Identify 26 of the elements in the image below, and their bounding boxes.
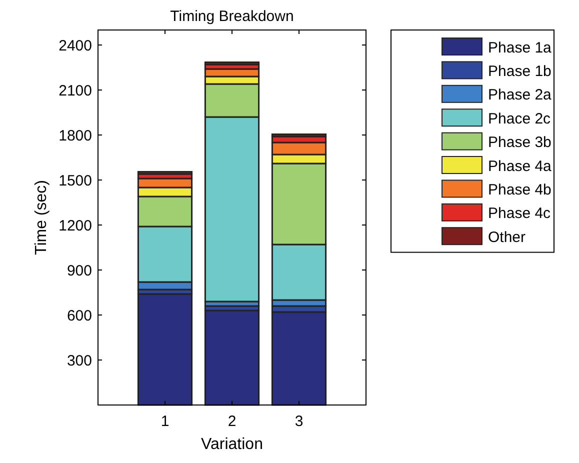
y-tick-label: 1800 [58, 127, 92, 144]
x-axis-title: Variation [201, 436, 263, 453]
y-tick-label: 2100 [58, 82, 92, 100]
y-tick-label: 1200 [58, 217, 92, 234]
y-tick-label: 1500 [58, 172, 92, 190]
legend-label: Phace 2c [488, 110, 552, 128]
y-tick-label: 2400 [58, 37, 92, 54]
chart-title: Timing Breakdown [170, 8, 294, 25]
y-axis-title: Time (sec) [33, 180, 50, 255]
legend-label: Phase 3b [488, 134, 552, 152]
legend-label: Phase 4c [488, 205, 552, 222]
legend-label: Phase 2a [488, 86, 552, 104]
legend-label: Phase 1a [488, 39, 552, 56]
legend-label: Phase 1b [488, 62, 552, 80]
x-tick-label: 3 [294, 413, 304, 430]
legend-label: Other [488, 228, 526, 246]
y-tick-label: 300 [66, 352, 92, 370]
bar [204, 310, 260, 406]
y-tick-label: 900 [66, 262, 92, 280]
x-tick-label: 1 [160, 413, 170, 430]
legend-label: Phase 4b [488, 181, 552, 198]
bar [271, 311, 327, 406]
x-tick-label: 2 [228, 413, 236, 430]
legend-label: Phase 4a [488, 158, 552, 175]
bar [137, 293, 193, 406]
y-tick-label: 600 [66, 307, 92, 324]
